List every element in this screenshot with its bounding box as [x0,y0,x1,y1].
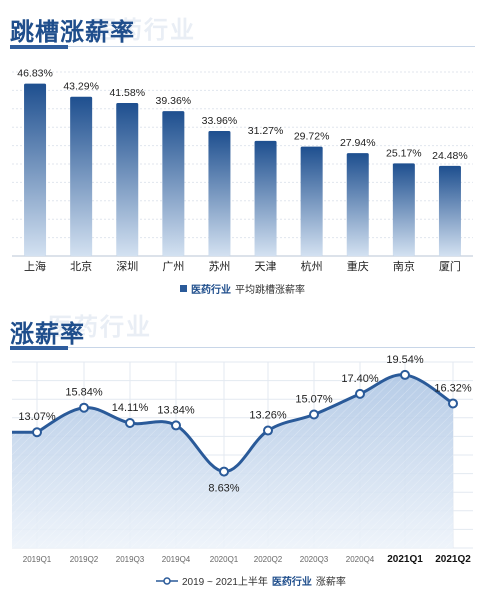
bar-value-label: 43.29% [63,81,99,93]
legend-square-icon [180,285,187,292]
bar-marks: 46.83% 上海 43.29% 北京 41.58% 深圳 39.36% 广州 33.96% 苏州… [17,68,468,273]
bar-杭州 [300,146,323,256]
area-hatch [12,374,453,548]
x-tick-label: 2020Q1 [210,555,239,564]
x-tick-label: 2019Q1 [23,555,52,564]
bar-重庆 [346,153,369,256]
point-value-label: 14.11% [112,402,149,414]
data-point [263,425,273,436]
bar-value-label: 46.83% [17,68,53,80]
bar-value-label: 31.27% [248,125,284,137]
bar-legend-text: 平均跳槽涨薪率 [235,285,305,296]
bar-value-label: 25.17% [386,147,422,159]
point-value-label: 8.63% [208,483,239,495]
x-tick-label: 2019Q4 [162,555,191,564]
bar-title-rule [10,45,68,49]
bar-上海 [24,83,47,256]
x-tick-label: 2020Q3 [300,555,329,564]
point-value-label: 19.54% [386,354,424,366]
line-legend: 2019 ~ 2021上半年 医药行业 涨薪率 [156,573,346,588]
bar-chart: 46.83% 上海 43.29% 北京 41.58% 深圳 39.36% 广州 33.96% 苏州… [12,68,473,273]
data-point [125,418,135,429]
legend-line-marker-icon [156,576,178,585]
x-tick-label: 2019Q2 [70,555,99,564]
line-legend-brand: 医药行业 [271,577,312,588]
bar-厦门 [438,165,461,256]
x-tick-label: 2021Q2 [435,554,471,565]
bar-value-label: 33.96% [202,115,238,127]
point-value-label: 17.40% [341,373,379,385]
point-value-label: 15.84% [65,387,103,399]
bar-category-label: 重庆 [347,259,369,273]
data-point [171,420,181,431]
series-line [12,373,454,474]
x-tick-label: 2020Q2 [254,555,283,564]
bar-category-label: 北京 [70,259,92,273]
line-title-rule [10,346,68,350]
bar-value-label: 39.36% [156,95,192,107]
bar-category-label: 厦门 [439,259,461,273]
line-marks: 13.07% 2019Q1 15.84% 2019Q2 14.11% 2019Q3 13.8… [12,354,472,565]
bar-天津 [254,140,277,256]
bar-chart-title: 跳槽涨薪率 [10,19,135,46]
bar-value-label: 41.58% [109,87,145,99]
bar-广州 [162,111,185,256]
bar-北京 [70,96,93,256]
x-tick-label: 2019Q3 [116,555,145,564]
bar-category-label: 深圳 [116,260,138,273]
bar-legend: 医药行业 平均跳槽涨薪率 [180,281,305,296]
x-tick-label: 2021Q1 [387,554,423,565]
bar-category-label: 广州 [162,260,184,273]
bar-legend-brand: 医药行业 [191,285,231,296]
bar-category-label: 苏州 [208,260,230,273]
bar-category-label: 南京 [393,259,415,273]
data-point [32,427,42,438]
data-point [79,402,89,413]
line-legend-text: 涨薪率 [315,577,346,588]
point-value-label: 13.84% [157,404,195,416]
point-value-label: 13.26% [249,410,287,422]
line-chart-title: 涨薪率 [10,321,85,348]
data-point [219,466,229,477]
bar-苏州 [208,131,231,256]
data-point [448,398,458,409]
x-tick-label: 2020Q4 [346,555,375,564]
watermark-top: 医药行业 [92,17,196,44]
bar-value-label: 29.72% [294,131,330,143]
bar-value-label: 24.48% [432,150,468,162]
data-point [400,369,410,380]
bar-title-thin-rule [68,46,475,47]
bar-value-label: 27.94% [340,137,376,149]
line-legend-prefix: 2019 ~ 2021上半年 [182,577,268,588]
bar-category-label: 上海 [24,259,46,273]
bar-category-label: 天津 [255,260,277,273]
bar-category-label: 杭州 [301,259,323,273]
bar-南京 [392,163,415,256]
data-point [355,388,365,399]
bar-深圳 [116,102,139,257]
watermark-bottom: 医药行业 [48,314,152,341]
data-point [309,409,319,420]
point-value-label: 15.07% [295,394,333,406]
point-value-label: 16.32% [434,382,472,394]
point-value-label: 13.07% [18,411,56,423]
line-title-thin-rule [68,347,475,348]
